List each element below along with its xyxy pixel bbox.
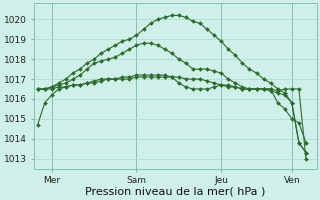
- X-axis label: Pression niveau de la mer( hPa ): Pression niveau de la mer( hPa ): [85, 187, 266, 197]
